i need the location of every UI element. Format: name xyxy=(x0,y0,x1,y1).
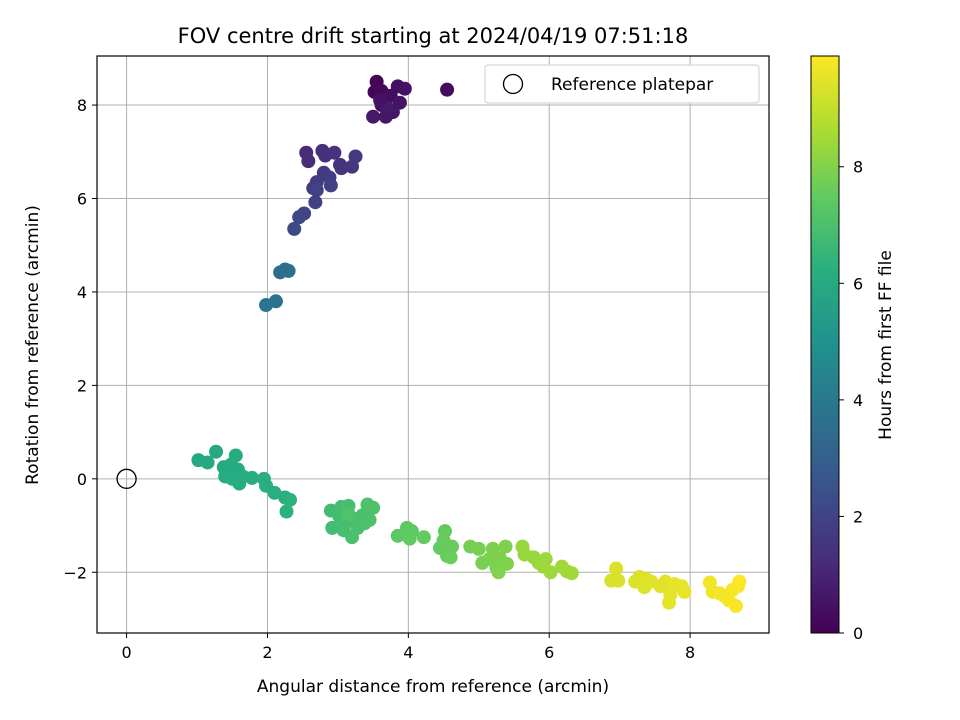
data-point xyxy=(325,520,340,535)
legend-box xyxy=(484,64,760,104)
x-tick-label: 8 xyxy=(685,643,695,662)
colorbar-tick-label: 4 xyxy=(853,391,863,410)
plot-frame xyxy=(96,55,770,634)
data-point xyxy=(440,82,455,97)
data-point xyxy=(445,539,460,554)
data-point xyxy=(200,455,215,470)
data-point xyxy=(308,195,323,210)
data-point xyxy=(564,566,579,581)
data-point xyxy=(732,574,747,589)
data-point xyxy=(661,595,676,610)
colorbar-label: Hours from first FF file xyxy=(876,250,896,440)
data-point xyxy=(309,183,324,198)
data-point xyxy=(402,531,417,546)
data-point xyxy=(390,528,405,543)
data-point xyxy=(677,584,692,599)
data-point xyxy=(362,512,377,527)
data-point xyxy=(611,573,626,588)
data-point xyxy=(416,530,431,545)
x-axis-ticks: 0 2 4 6 8 xyxy=(121,633,695,662)
y-axis-ticks: −2 0 2 4 6 8 xyxy=(63,96,97,582)
x-tick-label: 2 xyxy=(262,643,272,662)
colorbar-gradient xyxy=(810,55,840,634)
data-point xyxy=(728,598,743,613)
data-point xyxy=(209,444,224,459)
colorbar-ticks: 0 2 4 6 8 xyxy=(839,158,863,643)
data-point xyxy=(366,500,381,515)
x-tick-label: 6 xyxy=(544,643,554,662)
data-point xyxy=(301,154,316,169)
data-point xyxy=(323,178,338,193)
colorbar: 0 2 4 6 8 Hours from first FF file xyxy=(810,55,896,643)
data-point xyxy=(259,298,274,313)
data-point xyxy=(281,263,296,278)
data-point xyxy=(279,504,294,519)
reference-platepar-marker xyxy=(116,468,137,489)
data-point xyxy=(397,81,412,96)
x-axis-label: Angular distance from reference (arcmin) xyxy=(257,677,609,697)
data-point xyxy=(341,506,356,521)
data-point xyxy=(287,221,302,236)
y-tick-label: 6 xyxy=(77,189,87,208)
legend: Reference platepar xyxy=(484,64,760,104)
y-tick-label: 2 xyxy=(77,376,87,395)
data-point xyxy=(471,541,486,556)
y-tick-label: 4 xyxy=(77,283,87,302)
data-point xyxy=(443,550,458,565)
data-point xyxy=(334,161,349,176)
y-tick-label: −2 xyxy=(63,563,87,582)
x-tick-label: 4 xyxy=(403,643,413,662)
data-point xyxy=(228,448,243,463)
x-tick-label: 0 xyxy=(121,643,131,662)
data-point xyxy=(327,145,342,160)
grid-lines xyxy=(97,56,769,633)
y-tick-label: 8 xyxy=(77,96,87,115)
colorbar-tick-label: 6 xyxy=(853,274,863,293)
y-axis-label: Rotation from reference (arcmin) xyxy=(23,205,43,485)
colorbar-tick-label: 0 xyxy=(853,624,863,643)
y-tick-label: 0 xyxy=(77,470,87,489)
colorbar-tick-label: 8 xyxy=(853,158,863,177)
chart-title: FOV centre drift starting at 2024/04/19 … xyxy=(178,24,689,48)
data-point xyxy=(373,93,388,108)
data-point xyxy=(283,492,298,507)
legend-label: Reference platepar xyxy=(551,75,713,95)
data-points xyxy=(191,74,747,613)
data-point xyxy=(348,149,363,164)
data-point xyxy=(267,485,282,500)
colorbar-tick-label: 2 xyxy=(853,507,863,526)
data-point xyxy=(543,565,558,580)
data-point xyxy=(609,561,624,576)
legend-marker-open-circle xyxy=(502,73,524,95)
data-point xyxy=(292,210,307,225)
data-point xyxy=(498,539,513,554)
data-point xyxy=(491,565,506,580)
data-point xyxy=(244,470,259,485)
data-point xyxy=(366,109,381,124)
